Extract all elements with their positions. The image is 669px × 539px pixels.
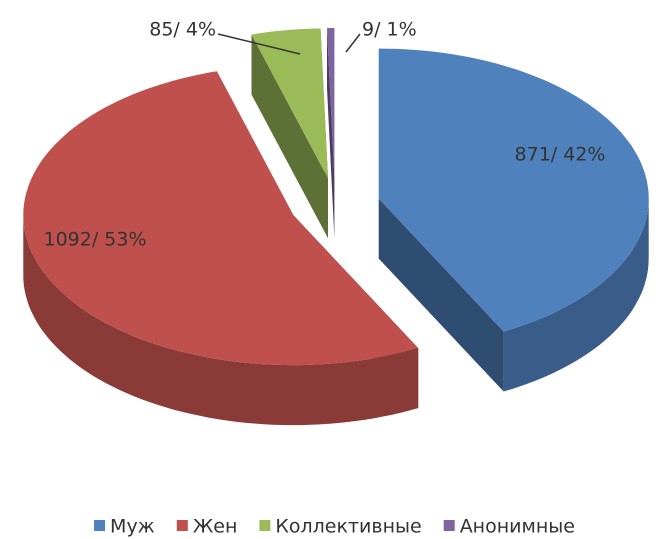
pie-slice [327, 28, 335, 178]
legend-swatch [176, 520, 188, 531]
leader-line [345, 33, 361, 53]
leader-line [217, 33, 301, 55]
slices [23, 28, 649, 426]
slice-side [378, 198, 504, 392]
slice-edge [23, 215, 419, 426]
slice-edge [503, 198, 649, 392]
legend-label: Муж [110, 516, 155, 538]
legend-swatch [94, 520, 106, 531]
legend-swatch [259, 520, 271, 531]
pie-slice [23, 71, 419, 366]
pie-slice [251, 28, 328, 179]
data-label: 1092/ 53% [43, 229, 146, 251]
legend-label: Коллективные [275, 516, 421, 538]
legend-label: Жен [193, 516, 238, 538]
data-label: 871/ 42% [515, 144, 606, 166]
labels: 871/ 42% 1092/ 53% 85/ 4% 9/ 1% [43, 19, 605, 251]
legend: Муж Жен Коллективные Анонимные [94, 516, 575, 538]
slice-side [327, 28, 335, 238]
legend-swatch [443, 520, 455, 531]
data-label: 9/ 1% [362, 19, 417, 41]
slice-side [251, 34, 328, 239]
data-label: 85/ 4% [149, 19, 216, 41]
pie-slice [378, 48, 649, 332]
legend-label: Анонимные [460, 516, 575, 538]
